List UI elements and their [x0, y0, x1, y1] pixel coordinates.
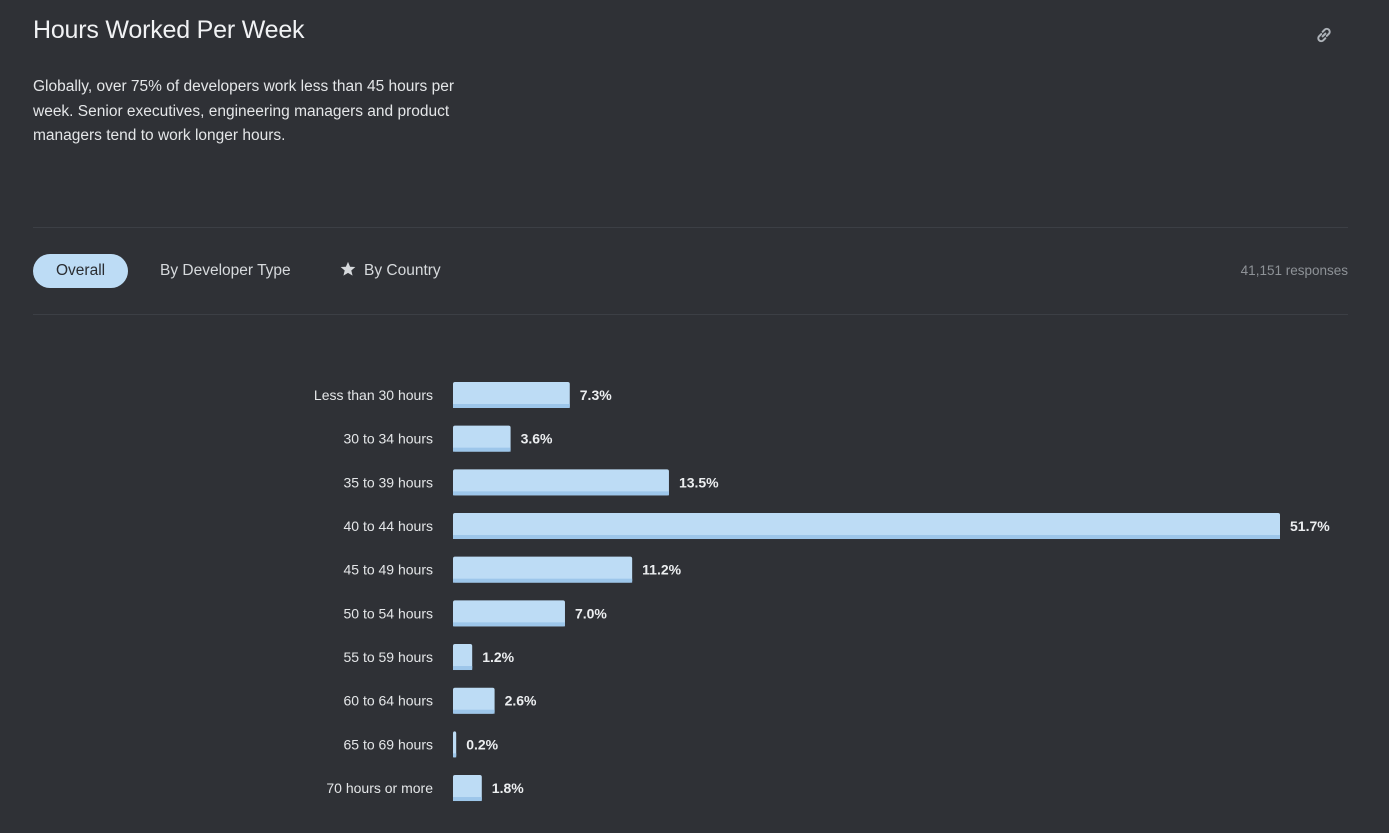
- bar: [453, 469, 669, 496]
- value-label: 2.6%: [505, 693, 537, 709]
- category-label: 40 to 44 hours: [343, 518, 433, 534]
- bar-shade: [453, 622, 565, 627]
- bar-row: Less than 30 hours 7.3%: [314, 382, 612, 408]
- value-label: 51.7%: [1290, 518, 1330, 534]
- bar-row: 35 to 39 hours 13.5%: [343, 469, 719, 496]
- responses-count: 41,151 responses: [1240, 263, 1348, 278]
- bar-shade: [453, 535, 1280, 540]
- category-label: 65 to 69 hours: [343, 736, 433, 752]
- value-label: 0.2%: [466, 736, 498, 752]
- value-label: 13.5%: [679, 474, 719, 490]
- bar-shade: [453, 491, 669, 496]
- bar-row: 55 to 59 hours 1.2%: [343, 644, 515, 671]
- category-label: 45 to 49 hours: [343, 562, 433, 578]
- value-label: 3.6%: [521, 431, 553, 447]
- bar: [453, 513, 1280, 540]
- top-divider: [33, 227, 1348, 228]
- category-label: 30 to 34 hours: [343, 431, 433, 447]
- tabs-divider: [33, 314, 1348, 315]
- page-description: Globally, over 75% of developers work le…: [33, 78, 455, 144]
- bar-row: 60 to 64 hours 2.6%: [343, 687, 537, 714]
- value-label: 1.2%: [482, 649, 514, 665]
- bar-shade: [453, 404, 570, 408]
- tab-overall[interactable]: Overall: [33, 254, 129, 288]
- category-label: 70 hours or more: [326, 780, 433, 796]
- category-label: 50 to 54 hours: [343, 605, 433, 621]
- tab-by-country-label: By Country: [364, 262, 441, 279]
- bar-row: 70 hours or more 1.8%: [326, 775, 524, 802]
- bar: [453, 556, 633, 583]
- page-title: Hours Worked Per Week: [33, 16, 305, 44]
- bar-row: 40 to 44 hours 51.7%: [343, 513, 1330, 540]
- bar: [453, 382, 570, 408]
- star-icon: [340, 261, 356, 276]
- bar-row: 45 to 49 hours 11.2%: [343, 556, 682, 583]
- value-label: 11.2%: [642, 562, 681, 578]
- tab-by-country[interactable]: By Country: [339, 254, 441, 288]
- value-label: 1.8%: [492, 780, 524, 796]
- value-label: 7.3%: [580, 387, 612, 403]
- category-label: 60 to 64 hours: [343, 693, 433, 709]
- bar-row: 65 to 69 hours 0.2%: [343, 731, 499, 758]
- value-label: 7.0%: [575, 605, 607, 621]
- bar-row: 30 to 34 hours 3.6%: [343, 425, 553, 452]
- bar-shade: [453, 753, 457, 758]
- bar: [453, 687, 495, 714]
- bar: [453, 775, 482, 802]
- bar-shade: [453, 578, 633, 583]
- bar-chart: Less than 30 hours 7.3% 30 to 34 hours 3.6%…: [314, 382, 1330, 802]
- bar-row: 50 to 54 hours 7.0%: [343, 600, 607, 627]
- bar: [453, 600, 565, 627]
- category-label: Less than 30 hours: [314, 387, 433, 403]
- bar-shade: [453, 666, 473, 671]
- bar-shade: [453, 709, 495, 714]
- link-icon[interactable]: [1313, 24, 1335, 46]
- tab-by-developer-type[interactable]: By Developer Type: [160, 262, 291, 279]
- bar: [453, 425, 511, 452]
- bar-shade: [453, 447, 511, 452]
- bar: [453, 644, 473, 671]
- bar: [453, 731, 457, 758]
- category-label: 35 to 39 hours: [343, 474, 433, 490]
- category-label: 55 to 59 hours: [343, 649, 433, 665]
- bar-shade: [453, 797, 482, 802]
